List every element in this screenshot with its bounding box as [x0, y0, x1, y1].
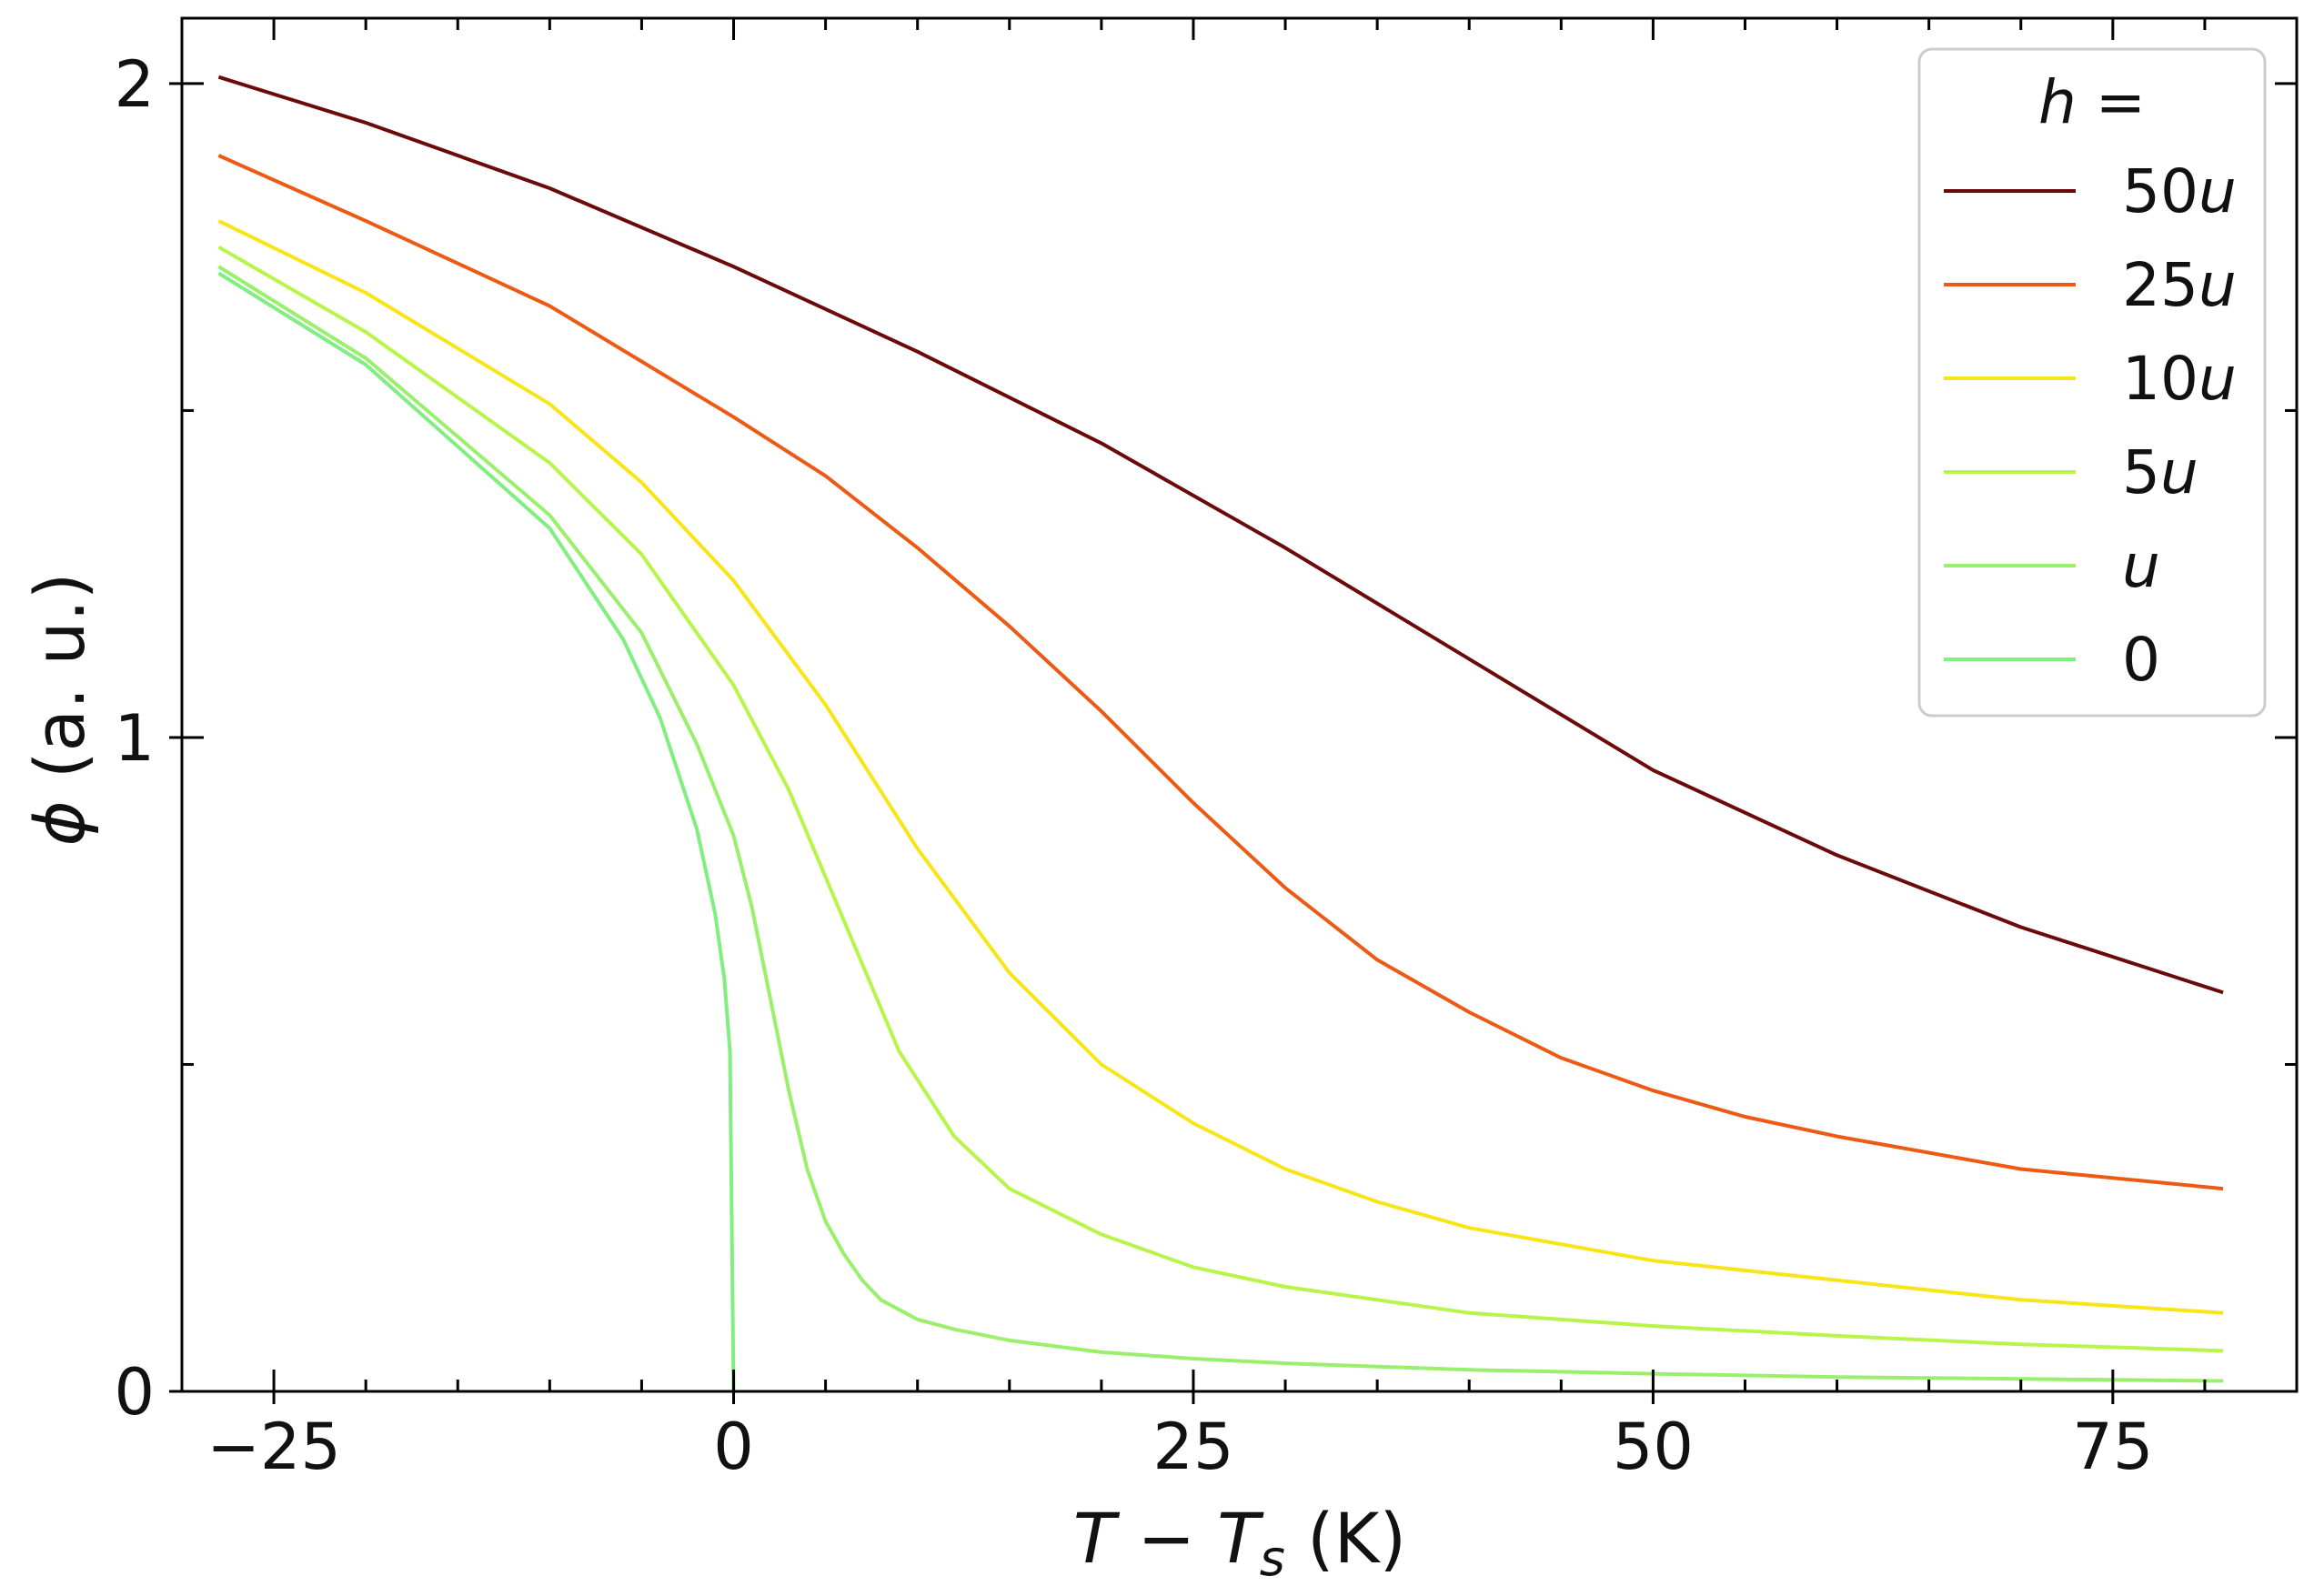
legend-frame	[1917, 47, 2267, 718]
plot-area	[217, 75, 2224, 1392]
x-tick-label: 25	[1152, 1410, 1233, 1484]
plot-frame	[180, 16, 2299, 1393]
y-tick-label: 2	[114, 47, 155, 122]
x-tick-label: 0	[713, 1410, 754, 1484]
y-tick-label: 1	[114, 701, 155, 776]
legend-title: h =	[2038, 67, 2146, 137]
x-tick-label: 50	[1613, 1410, 1694, 1484]
series-line-3	[217, 219, 2224, 1315]
legend-entry-label: 25u	[2122, 250, 2237, 320]
x-tick-label: 75	[2072, 1410, 2153, 1484]
legend-entry-label: 5u	[2122, 437, 2198, 507]
series-line-5	[217, 265, 2224, 1383]
x-tick-label: −25	[206, 1410, 341, 1484]
y-axis-label: ϕ (a. u.)	[19, 573, 100, 847]
legend-entry-label: 50u	[2122, 156, 2237, 226]
legend-entry-label: 10u	[2122, 344, 2237, 414]
legend-entry-label: 0	[2122, 625, 2160, 695]
axis-labels: T − Ts (K) ϕ (a. u.)	[19, 573, 1406, 1587]
series-line-4	[217, 245, 2224, 1353]
series-line-6	[217, 271, 736, 1392]
series-line-1	[217, 75, 2224, 995]
x-axis-label: T − Ts (K)	[1073, 1498, 1406, 1587]
legend: h = 50u 25u 10u 5u u 0	[1917, 47, 2267, 718]
series-line-2	[217, 154, 2224, 1191]
axis-ticks: −25 0 25 50 75 0 1 2	[114, 18, 2297, 1484]
legend-entry-label: u	[2122, 531, 2160, 601]
legend-entries: 50u 25u 10u 5u u 0	[1944, 156, 2237, 695]
axes-frame	[180, 16, 2299, 1393]
y-tick-label: 0	[114, 1355, 155, 1430]
